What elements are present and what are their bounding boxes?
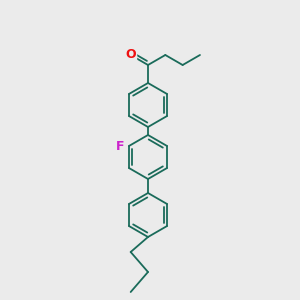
Text: F: F [116,140,124,152]
Text: O: O [125,49,136,62]
